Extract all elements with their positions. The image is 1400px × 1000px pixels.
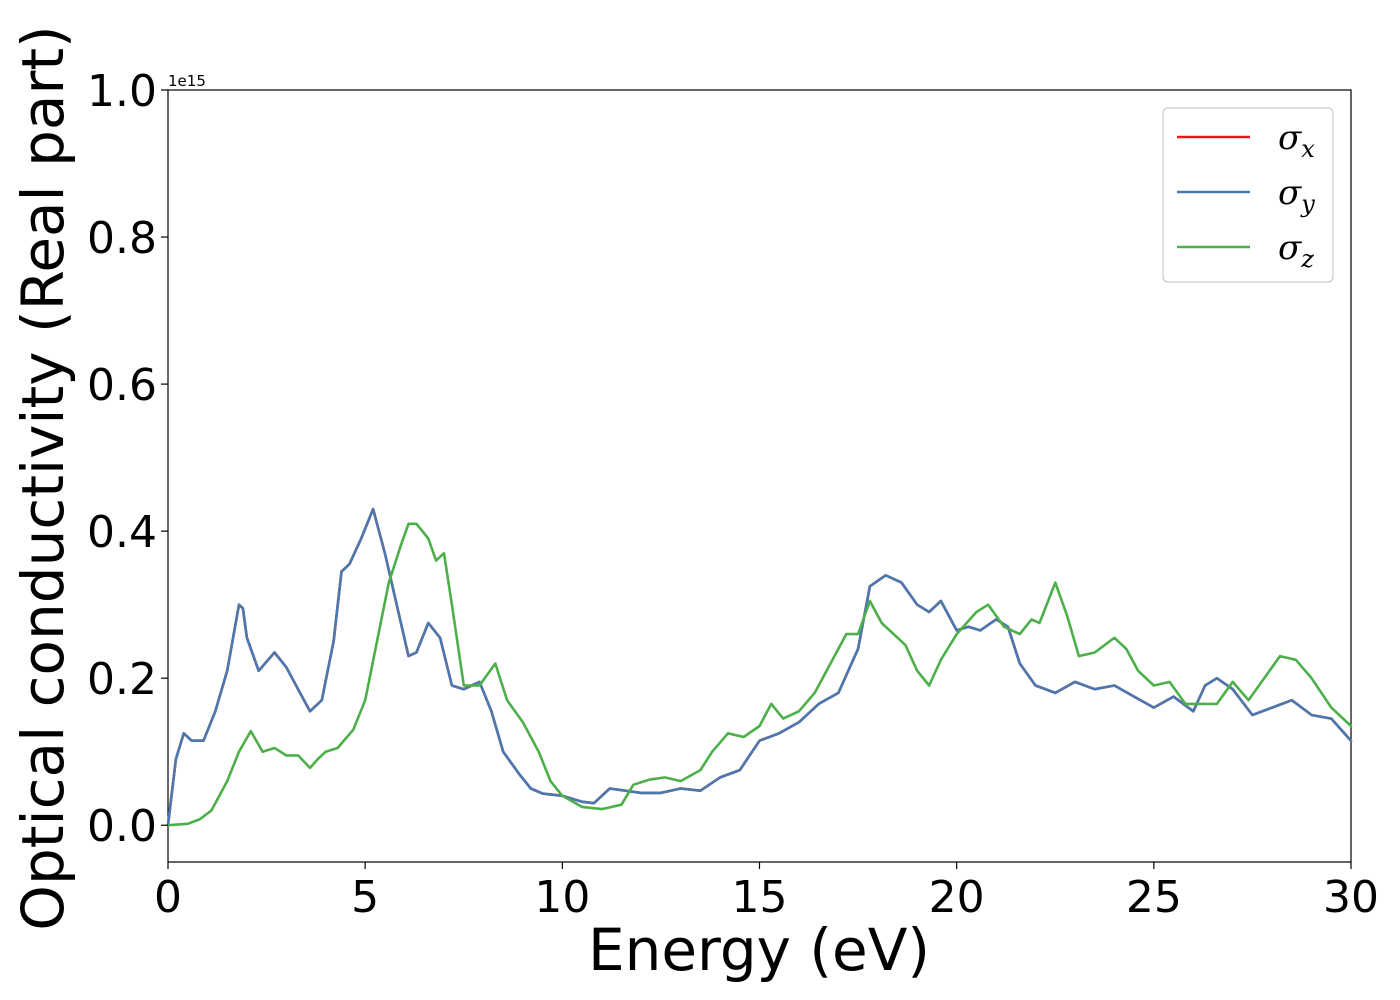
series-layer	[166, 507, 1353, 827]
axes-layer: 0 5 10 15 20 25 30 0.0 0.2 0.4 0.6 0.8 1.0	[87, 66, 1379, 923]
x-tick-label: 30	[1323, 872, 1379, 923]
y-offset-label: 1e15	[168, 72, 206, 90]
x-tick-label: 0	[154, 872, 182, 923]
legend-frame	[1162, 107, 1334, 283]
series-line-y	[166, 507, 1353, 827]
y-tick-label: 0.0	[87, 801, 157, 852]
series-line-z	[166, 522, 1353, 827]
y-tick-label: 0.6	[87, 360, 157, 411]
x-tick-label: 25	[1126, 872, 1182, 923]
y-tick-label: 0.4	[87, 507, 157, 558]
x-tick-label: 15	[732, 872, 788, 923]
y-tick-label: 0.8	[87, 213, 157, 264]
y-axis-label: Optical conductivity (Real part)	[9, 25, 77, 930]
x-tick-label: 5	[351, 872, 379, 923]
y-tick-label: 1.0	[87, 66, 157, 117]
y-tick-label: 0.2	[87, 654, 157, 705]
x-tick-label: 20	[929, 872, 985, 923]
plot-frame	[167, 89, 1352, 863]
plot-area	[167, 89, 1352, 863]
x-axis-label: Energy (eV)	[588, 916, 930, 984]
x-tick-label: 10	[534, 872, 590, 923]
